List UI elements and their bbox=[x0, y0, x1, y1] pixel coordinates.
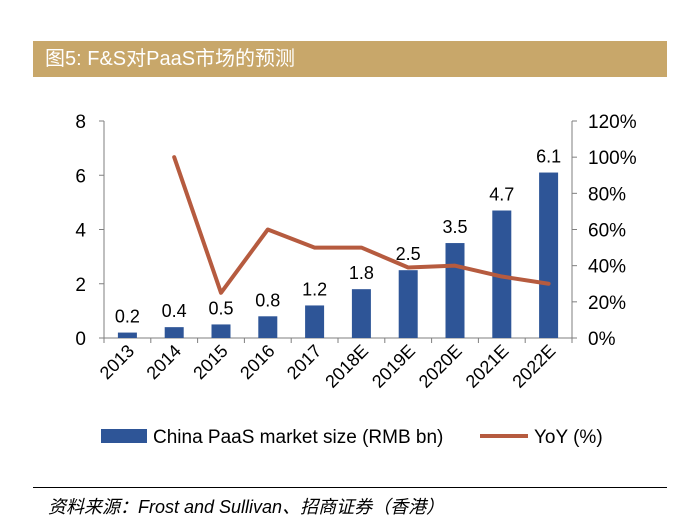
bar bbox=[445, 243, 465, 338]
legend-swatch-bars bbox=[101, 429, 147, 443]
bar bbox=[164, 327, 184, 338]
right-tick-label: 0% bbox=[588, 329, 616, 350]
figure-title: 图5: F&S对PaaS市场的预测 bbox=[33, 41, 667, 77]
bar bbox=[398, 270, 418, 338]
x-tick-label: 2021E bbox=[462, 341, 513, 392]
right-tick-label: 120% bbox=[588, 112, 637, 133]
x-tick-label: 2020E bbox=[415, 341, 466, 392]
bar-value-label: 6.1 bbox=[536, 147, 561, 167]
x-tick-label: 2018E bbox=[321, 341, 372, 392]
right-tick-label: 80% bbox=[588, 184, 626, 205]
bar bbox=[117, 332, 137, 338]
legend-label-bars: China PaaS market size (RMB bn) bbox=[153, 427, 443, 448]
bar bbox=[211, 324, 231, 338]
bar-value-label: 0.4 bbox=[162, 301, 187, 321]
left-tick-label: 6 bbox=[75, 166, 86, 187]
bar-value-label: 3.5 bbox=[442, 217, 467, 237]
bar-value-label: 0.5 bbox=[208, 298, 233, 318]
x-tick-label: 2014 bbox=[143, 341, 185, 383]
left-tick-label: 2 bbox=[75, 275, 86, 296]
right-tick-label: 100% bbox=[588, 148, 637, 169]
bar-value-label: 0.2 bbox=[115, 307, 140, 327]
bar-value-label: 0.8 bbox=[255, 290, 280, 310]
bar bbox=[351, 289, 371, 338]
bar bbox=[258, 316, 278, 338]
x-tick-label: 2016 bbox=[236, 341, 278, 383]
x-tick-label: 2017 bbox=[283, 341, 325, 383]
left-tick-label: 0 bbox=[75, 329, 86, 350]
x-tick-label: 2022E bbox=[508, 341, 559, 392]
bar-value-label: 2.5 bbox=[396, 244, 421, 264]
x-tick-label: 2013 bbox=[96, 341, 138, 383]
bar bbox=[539, 172, 559, 338]
right-tick-label: 40% bbox=[588, 257, 626, 278]
legend-label-line: YoY (%) bbox=[534, 427, 603, 448]
bar bbox=[305, 305, 325, 338]
bar bbox=[492, 210, 512, 338]
left-tick-label: 4 bbox=[75, 221, 86, 242]
bar-value-label: 1.2 bbox=[302, 279, 327, 299]
source-divider bbox=[33, 487, 667, 488]
x-tick-label: 2019E bbox=[368, 341, 419, 392]
left-tick-label: 8 bbox=[75, 112, 86, 133]
x-tick-label: 2015 bbox=[189, 341, 231, 383]
right-tick-label: 20% bbox=[588, 293, 626, 314]
bar-value-label: 1.8 bbox=[349, 263, 374, 283]
bar-value-label: 4.7 bbox=[489, 185, 514, 205]
source-note: 资料来源：Frost and Sullivan、招商证券（香港） bbox=[48, 497, 445, 517]
right-tick-label: 60% bbox=[588, 221, 626, 242]
